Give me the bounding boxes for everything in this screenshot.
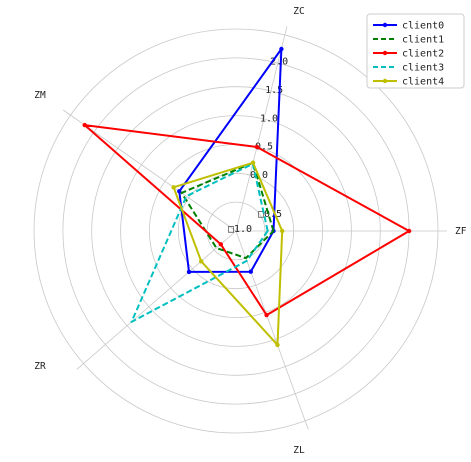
category-label: ZM	[34, 90, 46, 101]
data-point	[186, 269, 192, 275]
data-point	[177, 189, 182, 194]
legend-label: client2	[402, 49, 444, 60]
radial-tick-label: □1.0	[228, 224, 252, 235]
legend-label: client0	[402, 21, 444, 32]
data-point	[250, 160, 256, 165]
data-point	[248, 269, 253, 274]
radial-tick-label: 2.0	[270, 57, 288, 68]
data-point	[218, 242, 223, 247]
series-line	[172, 161, 284, 346]
series-line	[180, 161, 275, 260]
category-labels: ZF ZC ZM ZR ZL	[34, 6, 466, 456]
grid-layer	[33, 26, 447, 434]
legend-label: client1	[402, 35, 444, 46]
legend-label: client3	[402, 63, 444, 74]
series-client1	[180, 161, 275, 260]
data-point	[264, 312, 269, 318]
data-point	[280, 228, 285, 234]
category-label: ZF	[455, 226, 467, 237]
category-label: ZL	[293, 445, 305, 456]
series-line	[130, 162, 269, 323]
series-client3	[130, 162, 269, 323]
radial-tick-label: 1.5	[265, 85, 283, 96]
category-label: ZC	[293, 6, 304, 17]
series-client0	[177, 46, 284, 275]
series-client2	[82, 122, 412, 318]
spoke-line	[235, 26, 288, 232]
legend-marker	[382, 22, 388, 28]
series-line	[83, 124, 411, 317]
legend-label: client4	[402, 77, 444, 88]
radial-tick-label: 0.5	[255, 142, 273, 153]
legend-marker	[382, 78, 388, 84]
data-point	[254, 144, 260, 150]
data-point	[171, 185, 176, 190]
data-point	[279, 46, 284, 52]
radial-tick-label: 1.0	[260, 113, 278, 124]
series-layer	[82, 46, 412, 348]
series-line	[178, 48, 283, 273]
data-point	[82, 122, 87, 128]
data-point	[406, 228, 412, 234]
category-label: ZR	[34, 361, 46, 372]
legend-box	[366, 13, 465, 89]
legend-marker	[382, 50, 388, 56]
spoke-line	[235, 230, 309, 430]
series-client4	[171, 160, 285, 348]
spoke-line	[76, 230, 237, 370]
radial-tick-label: □0.5	[258, 209, 282, 220]
legend: client0 client1 client2 client3 client4	[366, 13, 465, 89]
data-point	[199, 259, 204, 264]
data-point	[275, 342, 280, 348]
